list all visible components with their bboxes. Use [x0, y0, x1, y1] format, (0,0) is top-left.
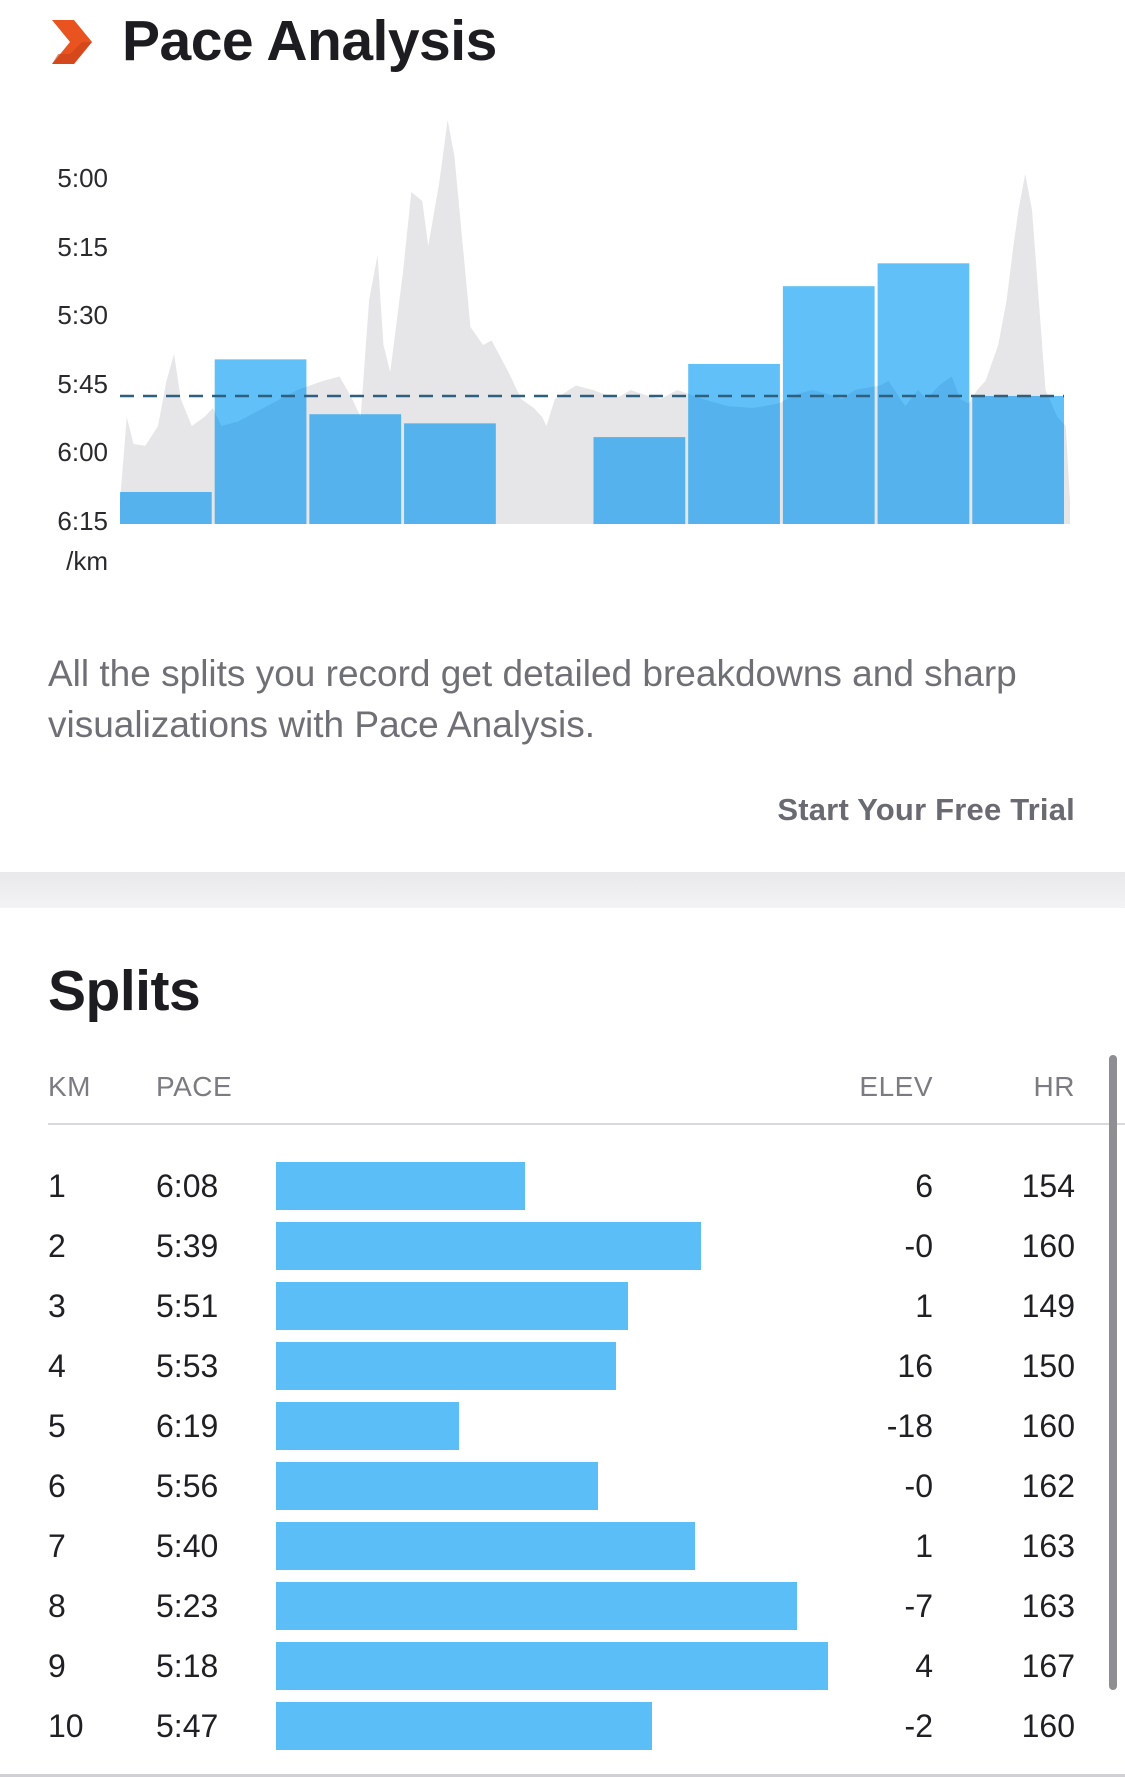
column-header-pace: PACE — [156, 1071, 233, 1102]
split-pace-bar — [276, 1462, 598, 1510]
pace-bar[interactable] — [120, 491, 212, 524]
split-elevation: 16 — [897, 1348, 933, 1384]
split-pace: 5:47 — [156, 1708, 219, 1744]
split-elevation: 1 — [915, 1528, 933, 1564]
split-pace-bar — [276, 1702, 653, 1750]
split-pace-bar — [276, 1522, 695, 1570]
y-tick-label: 6:00 — [57, 437, 108, 468]
split-km: 6 — [48, 1468, 66, 1504]
scrollbar[interactable] — [1109, 1055, 1117, 1690]
split-row[interactable]: 3 5:51 1 149 — [0, 1280, 1125, 1340]
split-row[interactable]: 10 5:47 -2 160 — [0, 1700, 1125, 1760]
split-pace: 5:39 — [156, 1228, 219, 1264]
split-elevation: -2 — [904, 1708, 933, 1744]
start-free-trial-link[interactable]: Start Your Free Trial — [777, 792, 1075, 827]
pace-bar[interactable] — [877, 263, 970, 524]
split-heart-rate: 149 — [1021, 1288, 1075, 1324]
page-title: Pace Analysis — [122, 9, 497, 73]
split-pace-bar — [276, 1162, 526, 1210]
split-km: 2 — [48, 1228, 66, 1264]
split-km: 5 — [48, 1408, 66, 1444]
split-km: 1 — [48, 1168, 66, 1204]
split-elevation: -0 — [904, 1468, 933, 1504]
pace-bar[interactable] — [404, 423, 496, 524]
split-pace-bar — [276, 1282, 628, 1330]
section-divider — [0, 872, 1125, 908]
split-pace-bar — [276, 1582, 798, 1630]
split-heart-rate: 160 — [1021, 1408, 1075, 1444]
split-row[interactable]: 4 5:53 16 150 — [0, 1340, 1125, 1400]
split-pace-bar — [276, 1402, 459, 1450]
split-elevation: -7 — [904, 1588, 933, 1624]
column-header-elev: ELEV — [859, 1071, 933, 1102]
split-km: 10 — [48, 1708, 84, 1744]
pace-chart: 5:00 5:15 5:30 5:45 6:00 6:15/km — [0, 100, 1125, 610]
split-row[interactable]: 8 5:23 -7 163 — [0, 1580, 1125, 1640]
split-heart-rate: 163 — [1021, 1528, 1075, 1564]
split-pace-bar — [276, 1642, 828, 1690]
split-pace: 5:53 — [156, 1348, 219, 1384]
y-tick-label: 5:00 — [57, 163, 108, 193]
pace-bar[interactable] — [214, 359, 307, 524]
y-tick-label: 6:15 — [57, 506, 108, 536]
split-elevation: -0 — [904, 1228, 933, 1264]
splits-title: Splits — [48, 959, 201, 1023]
split-elevation: 4 — [915, 1648, 933, 1684]
split-heart-rate: 167 — [1021, 1648, 1075, 1684]
split-heart-rate: 150 — [1021, 1348, 1075, 1384]
y-unit-label: /km — [66, 546, 108, 576]
split-row[interactable]: 1 6:08 6 154 — [0, 1160, 1125, 1220]
split-km: 8 — [48, 1588, 66, 1624]
bottom-divider — [0, 1774, 1125, 1777]
y-tick-label: 5:45 — [57, 368, 108, 399]
split-heart-rate: 154 — [1021, 1168, 1075, 1204]
pace-bar[interactable] — [972, 395, 1064, 524]
split-pace: 5:18 — [156, 1648, 219, 1684]
column-header-hr: HR — [1033, 1071, 1075, 1102]
split-heart-rate: 162 — [1021, 1468, 1075, 1504]
pace-bar[interactable] — [688, 363, 780, 524]
pace-bar[interactable] — [593, 437, 686, 524]
split-row[interactable]: 9 5:18 4 167 — [0, 1640, 1125, 1700]
column-header-km: KM — [48, 1071, 91, 1102]
split-row[interactable]: 6 5:56 -0 162 — [0, 1460, 1125, 1520]
split-row[interactable]: 2 5:39 -0 160 — [0, 1220, 1125, 1280]
split-pace: 5:40 — [156, 1528, 219, 1564]
pace-bar[interactable] — [309, 414, 402, 524]
split-pace-bar — [276, 1342, 616, 1390]
y-tick-label: 5:15 — [57, 231, 108, 262]
header-divider — [48, 1123, 1125, 1125]
split-km: 7 — [48, 1528, 66, 1564]
brand-chevron-icon — [52, 20, 92, 64]
pace-bar[interactable] — [782, 286, 875, 524]
split-pace-bar — [276, 1222, 701, 1270]
feature-description: All the splits you record get detailed b… — [48, 653, 1017, 745]
split-pace: 5:23 — [156, 1588, 219, 1624]
split-row[interactable]: 5 6:19 -18 160 — [0, 1400, 1125, 1460]
split-km: 3 — [48, 1288, 66, 1324]
split-heart-rate: 160 — [1021, 1228, 1075, 1264]
split-heart-rate: 160 — [1021, 1708, 1075, 1744]
elevation-overlay — [120, 263, 1064, 524]
split-pace: 6:08 — [156, 1168, 219, 1204]
split-pace: 6:19 — [156, 1408, 219, 1444]
y-tick-label: 5:30 — [57, 300, 108, 331]
page-header: Pace Analysis — [0, 0, 1125, 90]
split-row[interactable]: 7 5:40 1 163 — [0, 1520, 1125, 1580]
split-elevation: 1 — [915, 1288, 933, 1324]
split-heart-rate: 163 — [1021, 1588, 1075, 1624]
split-km: 4 — [48, 1348, 66, 1384]
split-km: 9 — [48, 1648, 66, 1684]
pace-chart-svg — [120, 120, 1070, 524]
split-elevation: -18 — [886, 1408, 933, 1444]
split-elevation: 6 — [915, 1168, 933, 1204]
split-pace: 5:51 — [156, 1288, 219, 1324]
split-pace: 5:56 — [156, 1468, 219, 1504]
